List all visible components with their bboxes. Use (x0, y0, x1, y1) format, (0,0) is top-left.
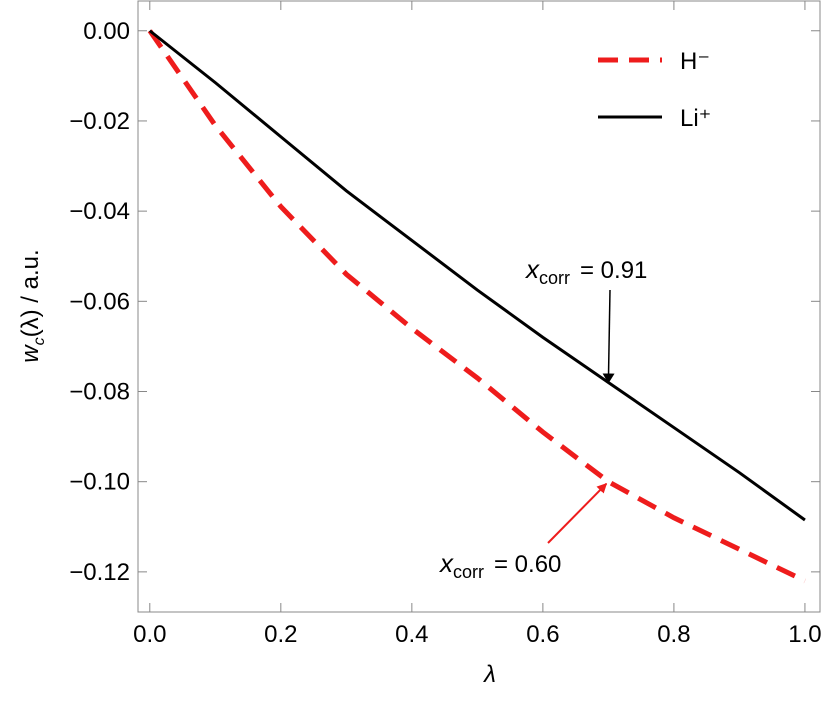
annotation-arrow (602, 289, 615, 384)
annotation: xcorr = 0.60 (438, 548, 561, 582)
y-axis-label: wc(λ) / a.u. (17, 249, 48, 362)
annotation-text: = 0.60 (494, 551, 561, 578)
annotation-var: x (524, 254, 540, 284)
x-tick-label: 0.2 (264, 621, 297, 648)
series-line (147, 29, 807, 584)
annotation-text: = 0.91 (580, 257, 647, 284)
y-label-var: w (17, 344, 44, 363)
x-tick-label: 1.0 (788, 621, 821, 648)
annotation-sub: corr (539, 268, 570, 288)
y-tick-label: −0.02 (69, 108, 130, 135)
y-tick-label: −0.06 (69, 288, 130, 315)
x-tick-label: 0.0 (133, 621, 166, 648)
x-tick-label: 0.4 (395, 621, 428, 648)
y-tick-label: −0.08 (69, 378, 130, 405)
annotation-sub: corr (453, 562, 484, 582)
x-tick-label: 0.6 (526, 621, 559, 648)
y-tick-label: 0.00 (83, 18, 130, 45)
legend-label: H⁻ (680, 48, 710, 75)
y-label-sub: c (31, 337, 48, 345)
x-tick-label: 0.8 (657, 621, 690, 648)
annotation: xcorr = 0.91 (524, 254, 647, 288)
annotation-var: x (438, 548, 454, 578)
x-axis-label: λ (482, 661, 496, 688)
annotation-arrow (547, 482, 608, 544)
plot-frame (137, 0, 821, 613)
y-tick-label: −0.12 (69, 559, 130, 586)
y-label-rest: (λ) / a.u. (17, 249, 44, 337)
y-tick-label: −0.10 (69, 469, 130, 496)
y-tick-label: −0.04 (69, 198, 130, 225)
series-line (148, 29, 806, 522)
legend-label: Li⁺ (680, 105, 711, 132)
